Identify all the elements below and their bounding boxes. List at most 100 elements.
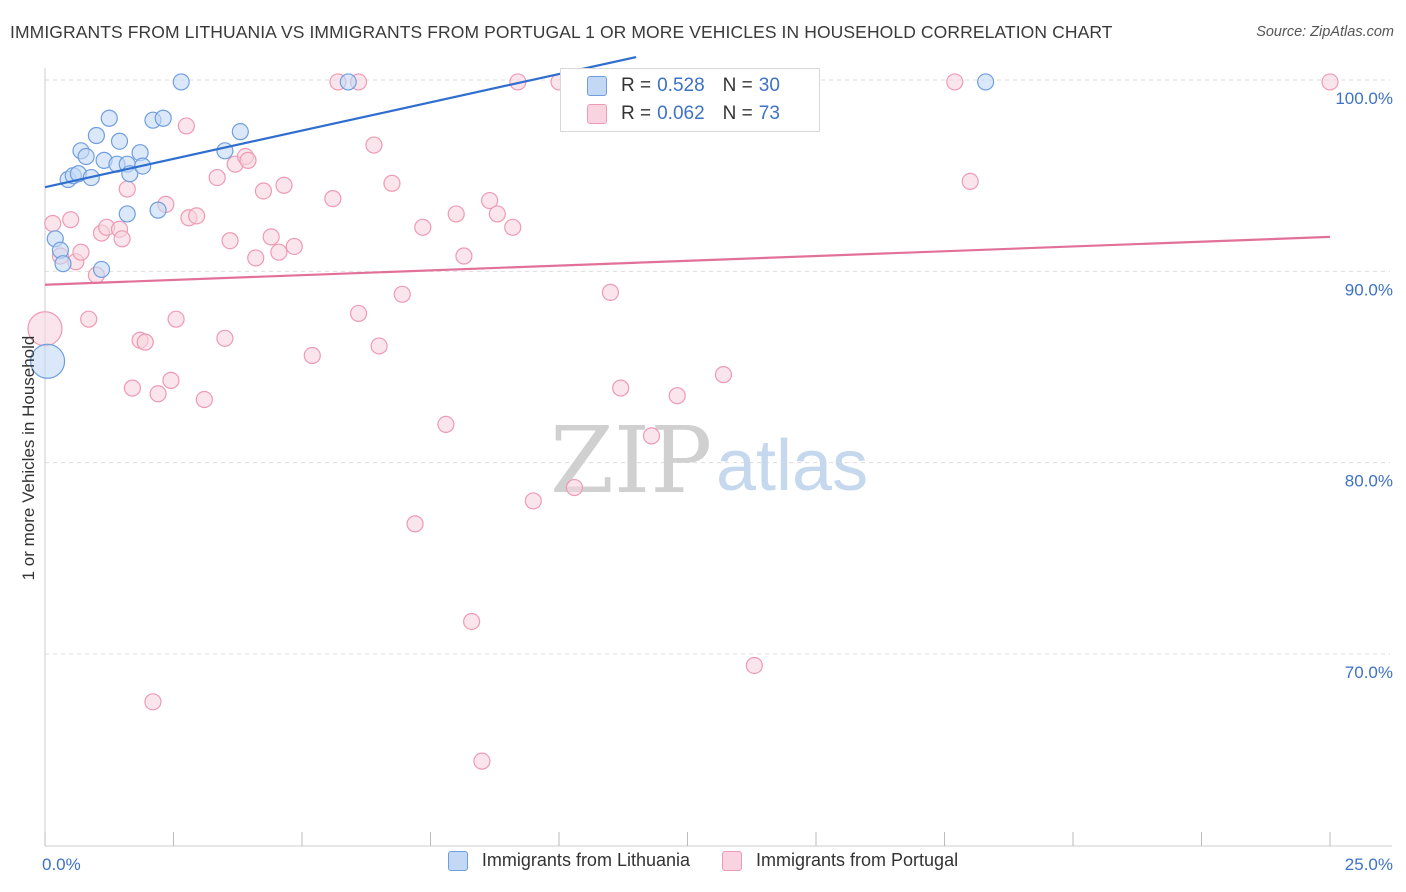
portugal-point (275, 176, 293, 194)
portugal-point (668, 387, 686, 405)
lithuania-point (77, 147, 95, 166)
lithuania-swatch (587, 76, 607, 96)
portugal-point (488, 205, 506, 223)
portugal-point (365, 136, 383, 154)
portugal-point (481, 191, 499, 210)
lithuania-point (110, 132, 129, 150)
y-axis-label: 1 or more Vehicles in Household (19, 336, 38, 581)
watermark-zip: ZIP (550, 407, 712, 514)
portugal-point (254, 182, 273, 200)
portugal-point (961, 172, 979, 191)
portugal-point (195, 390, 213, 409)
portugal-point (80, 310, 98, 328)
portugal-point (270, 243, 288, 261)
portugal-point (455, 247, 473, 265)
portugal-point (247, 249, 265, 267)
lithuania-point (977, 73, 995, 91)
portugal-point (406, 515, 424, 533)
correlation-legend: R = 0.528 N = 30 R = 0.062 N = 73 (560, 68, 820, 132)
legend-item-lithuania[interactable]: Immigrants from Lithuania (447, 850, 691, 871)
portugal-point (221, 232, 239, 250)
watermark-atlas: atlas (716, 426, 868, 506)
portugal-point (123, 379, 141, 397)
source-label: Source: ZipAtlas.com (1256, 24, 1394, 40)
portugal-point (303, 346, 321, 365)
portugal-point (44, 214, 62, 233)
y-tick-label: 90.0% (1345, 280, 1393, 299)
portugal-point (524, 492, 542, 510)
portugal-point (285, 237, 303, 256)
portugal-point (565, 478, 584, 497)
portugal-point (437, 415, 455, 433)
portugal-point (113, 230, 131, 248)
lithuania-point (29, 343, 66, 379)
y-tick-label: 80.0% (1345, 472, 1393, 491)
lithuania-trend-line (44, 55, 637, 189)
legend-r-label: R = (621, 103, 652, 124)
portugal-point (262, 228, 280, 246)
portugal-point (239, 151, 257, 169)
portugal-point (208, 168, 226, 187)
lithuania-point (92, 260, 111, 279)
lithuania-point (154, 109, 172, 127)
x-tick-label: 25.0% (1345, 855, 1393, 874)
portugal-point (612, 379, 630, 397)
portugal-point (167, 310, 185, 328)
legend-row-portugal: R = 0.062 N = 73 (587, 101, 780, 127)
tick-labels: 100.0% 90.0% 80.0% 70.0% 0.0% 25.0% (42, 89, 1393, 874)
legend-n-value: 73 (758, 103, 780, 124)
portugal-point (349, 304, 368, 323)
legend-r-value: 0.528 (657, 75, 705, 96)
portugal-point (62, 211, 80, 229)
portugal-point (393, 285, 411, 303)
portugal-point (162, 371, 180, 389)
watermark: ZIP atlas (550, 407, 868, 514)
lithuania-points (29, 73, 995, 379)
legend-n-value: 30 (758, 75, 780, 96)
series-legend: Immigrants from Lithuania Immigrants fro… (0, 850, 1406, 871)
portugal-point (504, 218, 522, 236)
portugal-point (414, 218, 432, 236)
portugal-point (177, 117, 195, 135)
lithuania-point (54, 255, 72, 273)
trend-lines (44, 55, 1331, 286)
legend-n-label: N = (722, 103, 753, 124)
x-tick-label: 0.0% (42, 855, 81, 874)
axes (44, 68, 1392, 847)
portugal-point (447, 205, 465, 223)
portugal-point (370, 337, 388, 355)
portugal-point (601, 283, 620, 301)
lithuania-point (172, 73, 190, 91)
legend-row-lithuania: R = 0.528 N = 30 (587, 73, 780, 99)
legend-label-portugal: Immigrants from Portugal (756, 850, 959, 870)
portugal-point (463, 612, 481, 631)
portugal-point (714, 366, 733, 384)
y-tick-label: 100.0% (1335, 89, 1393, 108)
lithuania-point (87, 126, 106, 145)
portugal-point (149, 385, 167, 403)
legend-item-portugal[interactable]: Immigrants from Portugal (722, 850, 958, 871)
portugal-point (642, 427, 661, 445)
legend-n-label: N = (722, 75, 753, 96)
lithuania-swatch (447, 850, 468, 871)
portugal-swatch (722, 850, 743, 871)
lithuania-point (149, 201, 167, 219)
portugal-swatch (587, 104, 607, 124)
lithuania-point (231, 123, 249, 141)
legend-label-lithuania: Immigrants from Lithuania (481, 850, 691, 870)
portugal-point (1321, 73, 1339, 91)
chart-title: IMMIGRANTS FROM LITHUANIA VS IMMIGRANTS … (10, 22, 1113, 42)
portugal-point (118, 180, 136, 198)
portugal-point (136, 333, 154, 351)
portugal-trend-line (44, 235, 1331, 286)
legend-r-value: 0.062 (657, 103, 705, 124)
portugal-point (144, 693, 162, 711)
lithuania-point (100, 109, 118, 127)
legend-r-label: R = (621, 75, 652, 96)
portugal-point (473, 752, 491, 770)
portugal-point (72, 243, 90, 261)
portugal-point (188, 207, 206, 225)
y-tick-label: 70.0% (1345, 663, 1393, 682)
portugal-point (946, 73, 964, 91)
